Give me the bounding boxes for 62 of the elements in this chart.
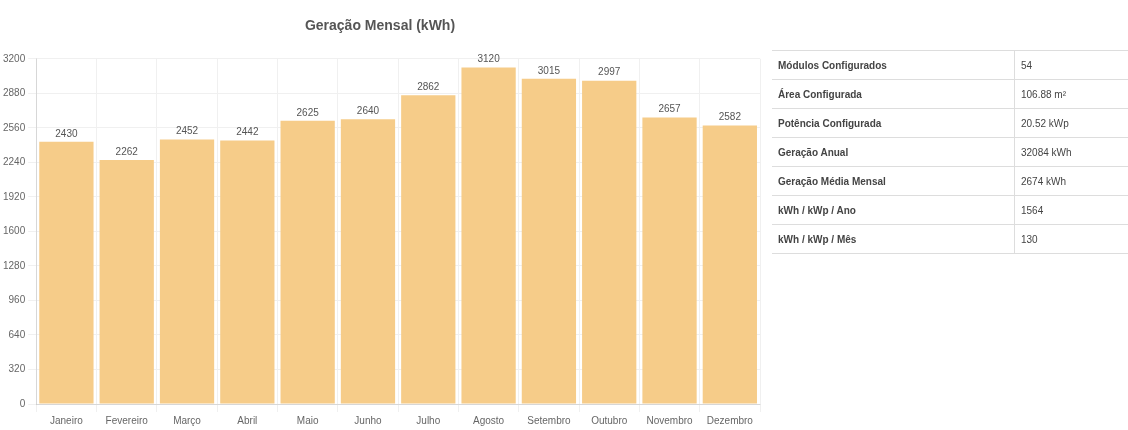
data-label: 2657 xyxy=(658,103,682,115)
text: 32084 kWh xyxy=(1021,146,1072,158)
data-label: 2262 xyxy=(115,145,139,157)
bar xyxy=(702,125,757,404)
y-tick-label: 1920 xyxy=(3,190,26,202)
data-label: 2625 xyxy=(296,106,320,118)
category-label: Geração Média Mensal xyxy=(772,166,1015,196)
x-tick-label: Junho xyxy=(354,414,383,426)
bar xyxy=(582,80,637,404)
y-tick-label: 1280 xyxy=(3,259,26,271)
x-tick-label: Outubro xyxy=(591,414,628,426)
bar xyxy=(99,159,154,404)
data-label: 2452 xyxy=(175,125,199,137)
y-tick-label: 1600 xyxy=(3,225,26,237)
bar xyxy=(220,140,275,404)
bar xyxy=(159,139,215,404)
x-tick-label: Março xyxy=(173,414,202,426)
chart-title: Geração Mensal (kWh) xyxy=(304,17,456,34)
text: 130 xyxy=(1021,233,1038,245)
data-label: 2442 xyxy=(236,126,259,138)
data-label: 3015 xyxy=(537,64,561,76)
category-label: Geração Anual xyxy=(772,137,1015,167)
x-tick-label: Maio xyxy=(296,414,319,426)
bar xyxy=(340,119,396,404)
bar xyxy=(642,117,697,404)
x-tick-label: Fevereiro xyxy=(105,414,149,426)
y-tick-label: 960 xyxy=(8,294,26,306)
data-label: 2582 xyxy=(718,111,742,123)
x-tick-label: Novembro xyxy=(646,414,694,426)
x-tick-label: Agosto xyxy=(473,414,505,426)
text: 2674 kWh xyxy=(1021,175,1067,187)
data-label: 2430 xyxy=(55,127,78,139)
bar xyxy=(39,141,94,404)
text: 20.52 kWp xyxy=(1021,117,1069,129)
bar xyxy=(280,120,335,404)
x-tick-label: Janeiro xyxy=(50,414,84,426)
bar xyxy=(461,67,516,404)
category-label: Potência Configurada xyxy=(772,108,1015,138)
data-label: 3120 xyxy=(477,53,501,65)
category-label: kWh / kWp / Ano xyxy=(772,195,1015,225)
y-tick-label: 2880 xyxy=(3,87,26,99)
y-tick-label: 2560 xyxy=(3,121,26,133)
data-label: 2997 xyxy=(598,66,621,78)
category-label: Área Configurada xyxy=(772,79,1015,109)
data-label: 2862 xyxy=(417,81,440,93)
text: 1564 xyxy=(1021,204,1044,216)
category-label: Módulos Configurados xyxy=(772,50,1015,80)
category-label: kWh / kWp / Mês xyxy=(772,224,1015,254)
text: 54 xyxy=(1021,59,1033,71)
x-tick-label: Julho xyxy=(416,414,441,426)
y-tick-label: 0 xyxy=(19,397,26,409)
y-tick-label: 3200 xyxy=(3,52,26,64)
x-tick-label: Setembro xyxy=(527,414,572,426)
x-tick-label: Dezembro xyxy=(706,414,754,426)
bar xyxy=(401,95,456,404)
text: 106.88 m² xyxy=(1021,88,1067,100)
bar xyxy=(521,78,577,404)
x-tick-label: Abril xyxy=(237,414,258,426)
data-label: 2640 xyxy=(356,104,380,116)
y-tick-label: 640 xyxy=(8,328,26,340)
y-tick-label: 320 xyxy=(8,363,26,375)
y-tick-label: 2240 xyxy=(3,156,26,168)
